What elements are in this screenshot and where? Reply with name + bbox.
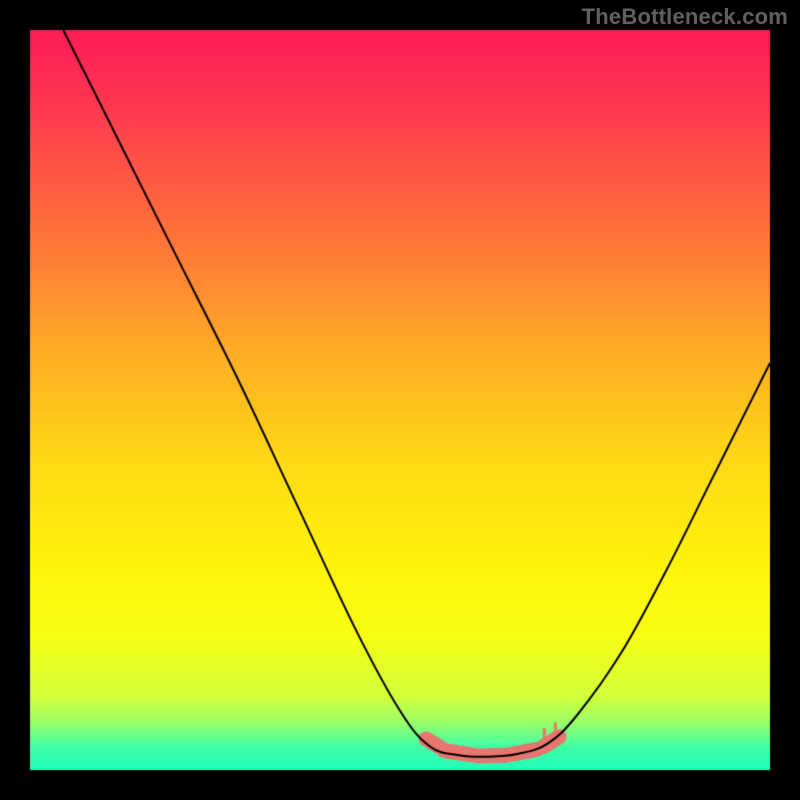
chart-root: TheBottleneck.com <box>0 0 800 800</box>
bottleneck-curve-chart <box>0 0 800 800</box>
